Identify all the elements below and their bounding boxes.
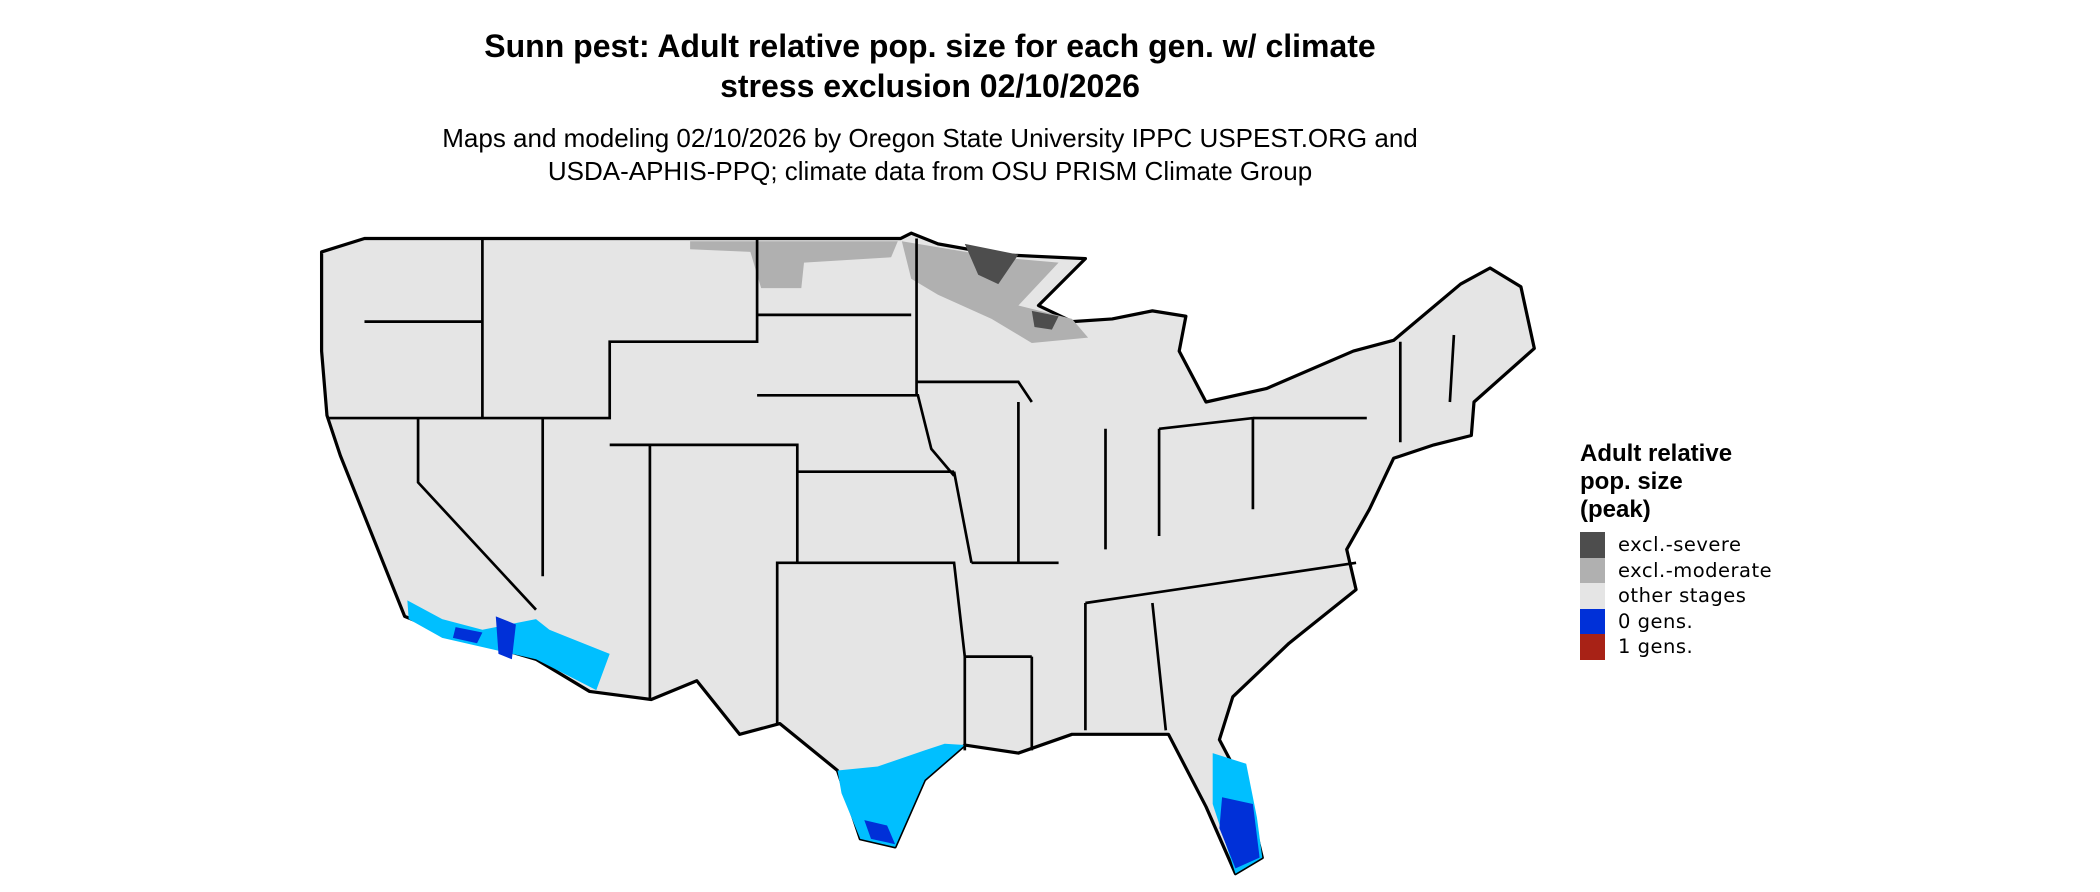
legend-item-other-stages: other stages [1580,583,1772,609]
subtitle-line-1: Maps and modeling 02/10/2026 by Oregon S… [442,123,1418,153]
legend-label: other stages [1618,584,1747,608]
legend-title-line-1: Adult relative [1580,440,1733,467]
map-subtitle: Maps and modeling 02/10/2026 by Oregon S… [0,122,1860,188]
map-title: Sunn pest: Adult relative pop. size for … [0,26,1860,106]
legend-label: excl.-moderate [1618,558,1773,582]
legend-swatch [1580,634,1605,660]
legend-title-line-3: (peak) [1580,496,1651,523]
legend-swatch [1580,608,1605,634]
legend-title: Adult relative pop. size (peak) [1580,440,1772,524]
legend-item-0-gens: 0 gens. [1580,608,1772,634]
exclusion-severe-areas [964,243,1059,330]
title-line-1: Sunn pest: Adult relative pop. size for … [484,28,1376,64]
legend-swatch [1580,557,1605,583]
us-outline [319,231,1536,876]
state-borders [328,238,1456,751]
legend-label: 1 gens. [1618,635,1694,659]
subtitle-line-2: USDA-APHIS-PPQ; climate data from OSU PR… [547,156,1313,186]
legend-swatch [1580,583,1605,609]
legend-item-1-gens: 1 gens. [1580,634,1772,660]
legend-item-excl-moderate: excl.-moderate [1580,557,1773,583]
legend-label: excl.-severe [1618,533,1742,557]
legend-swatch [1580,532,1605,558]
legend-title-line-2: pop. size [1580,468,1683,495]
legend: Adult relative pop. size (peak) excl.-se… [1580,440,1772,660]
zero-generation-areas [452,616,1260,869]
title-line-2: stress exclusion 02/10/2026 [720,68,1140,104]
legend-label: 0 gens. [1618,609,1694,633]
legend-item-excl-severe: excl.-severe [1580,532,1772,558]
